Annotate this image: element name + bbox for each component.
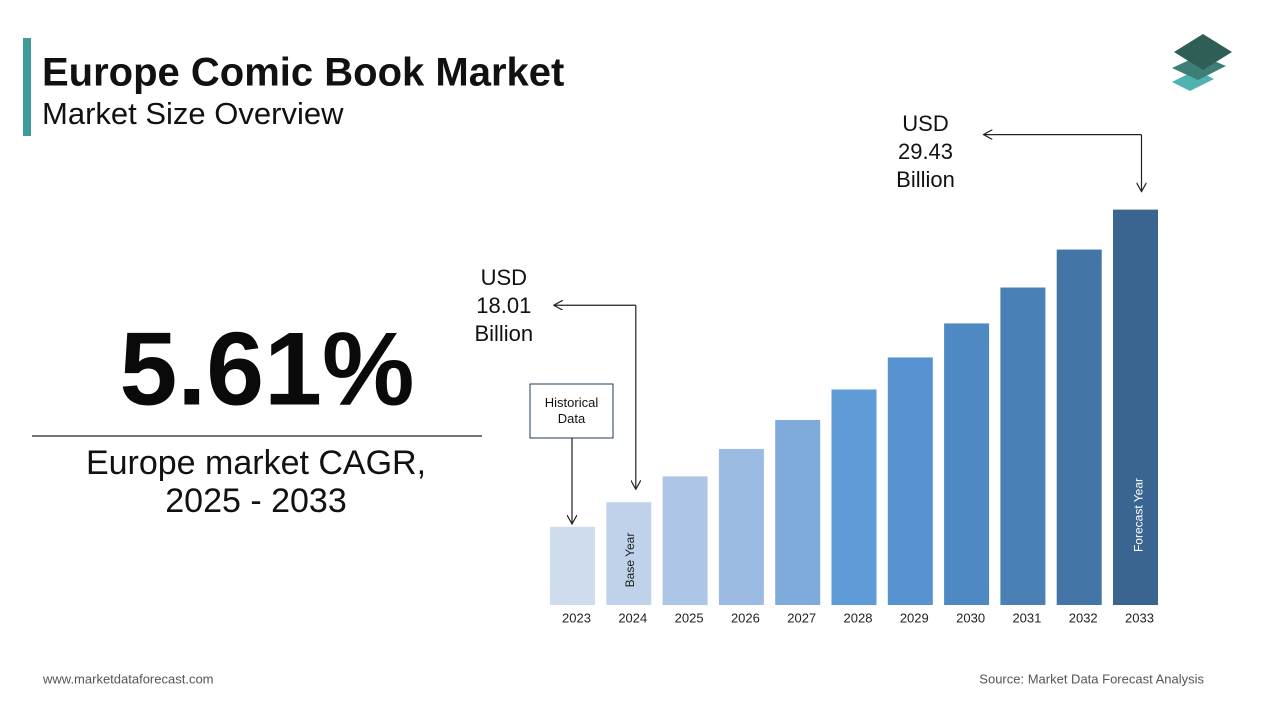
source: Source: Market Data Forecast Analysis: [979, 671, 1204, 686]
base-year-label: Base Year: [623, 533, 637, 588]
bar: [775, 419, 821, 605]
x-tick-label: 2023: [562, 610, 591, 625]
value-label: USD 29.43 Billion: [896, 110, 955, 192]
title: Europe Comic Book Market: [42, 51, 564, 95]
x-tick-label: 2025: [675, 610, 704, 625]
historical-label-box: Historical Data: [544, 395, 599, 426]
value-label: USD 18.01 Billion: [474, 265, 534, 347]
bar: [1000, 287, 1046, 605]
bar: [887, 357, 933, 605]
bar: [1056, 249, 1102, 606]
accent-bar: [23, 38, 31, 136]
value-label-box: USD 29.43 Billion: [896, 110, 955, 192]
bar: [944, 323, 990, 605]
website: www.marketdataforecast.com: [42, 671, 214, 686]
cagr-label: Europe market CAGR,: [86, 444, 426, 482]
bar: [831, 389, 877, 605]
x-tick-label: 2027: [787, 610, 816, 625]
cagr-label: 2025 - 2033: [165, 482, 347, 520]
value-label-box: USD 18.01 Billion: [474, 265, 534, 347]
subtitle: Market Size Overview: [42, 96, 344, 131]
bar: [1113, 209, 1158, 605]
bar: [718, 448, 764, 605]
cagr-value: 5.61%: [120, 311, 415, 427]
x-tick-label: 2026: [731, 610, 760, 625]
logo: [1172, 34, 1232, 91]
bar: [662, 476, 708, 605]
x-tick-label: 2024: [618, 610, 647, 625]
x-tick-label: 2032: [1069, 610, 1098, 625]
bar: [606, 502, 652, 605]
x-tick-label: 2029: [900, 610, 929, 625]
x-tick-label: 2033: [1125, 610, 1154, 625]
forecast-year-label: Forecast Year: [1132, 478, 1146, 552]
x-tick-label: 2028: [844, 610, 873, 625]
bar: [550, 526, 595, 605]
x-tick-label: 2031: [1012, 610, 1041, 625]
x-tick-label: 2030: [956, 610, 985, 625]
historical-label: Historical Data: [544, 395, 599, 426]
